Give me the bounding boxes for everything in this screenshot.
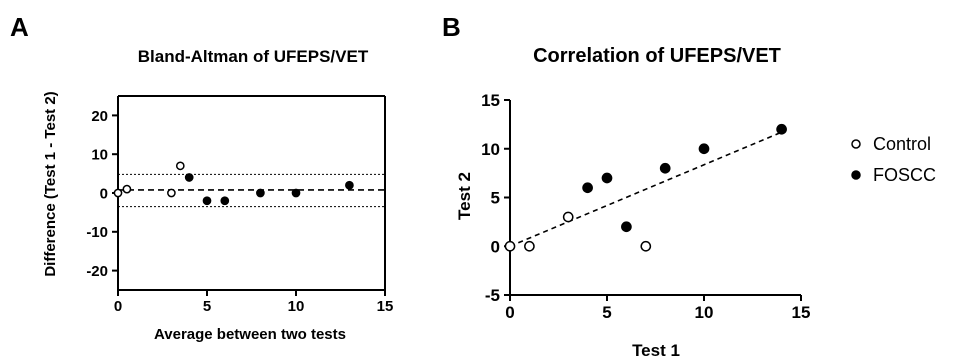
legend: Control FOSCC bbox=[851, 134, 936, 185]
chart-a-y-tick-label: 20 bbox=[91, 108, 108, 125]
chart-a-x-tick-label: 10 bbox=[288, 298, 305, 315]
chart-a-foscc-point bbox=[202, 196, 212, 206]
chart-b-foscc-point bbox=[621, 221, 632, 233]
chart-a-y-tick-label: -20 bbox=[86, 263, 108, 280]
legend-marker-control bbox=[851, 139, 861, 149]
panel-label-a: A bbox=[10, 12, 29, 42]
chart-b-foscc-point bbox=[659, 162, 671, 174]
chart-a-xlabel: Average between two tests bbox=[154, 326, 346, 343]
legend-label-control: Control bbox=[873, 134, 931, 154]
chart-a-title: Bland-Altman of UFEPS/VET bbox=[138, 47, 369, 66]
chart-a-foscc-point bbox=[291, 188, 301, 198]
chart-b-foscc-point bbox=[776, 123, 787, 135]
chart-b-x-tick-label: 0 bbox=[505, 303, 514, 322]
chart-b-control-point bbox=[504, 240, 516, 252]
chart-b-y-tick-label: 0 bbox=[491, 237, 500, 256]
chart-b-control-point bbox=[524, 240, 535, 252]
chart-b-y-tick-label: 10 bbox=[481, 140, 500, 159]
chart-a-foscc-point bbox=[345, 180, 354, 190]
correlation-chart: Correlation of UFEPS/VET Test 1 Test 2 0… bbox=[455, 45, 936, 358]
chart-a-control-point bbox=[175, 161, 185, 171]
legend-label-foscc: FOSCC bbox=[873, 165, 936, 185]
legend-marker-foscc bbox=[851, 170, 861, 180]
chart-a-control-point bbox=[113, 188, 123, 198]
chart-a-foscc-point bbox=[184, 173, 194, 182]
bland-altman-chart: Bland-Altman of UFEPS/VET Average betwee… bbox=[42, 47, 393, 343]
chart-b-foscc-point bbox=[698, 143, 710, 155]
chart-a-foscc-point bbox=[220, 196, 230, 206]
chart-b-x-tick-label: 5 bbox=[602, 303, 611, 322]
chart-b-foscc-point bbox=[582, 182, 593, 194]
chart-b-y-tick-label: 5 bbox=[491, 189, 500, 208]
panel-label-b: B bbox=[442, 12, 461, 42]
chart-b-ylabel: Test 2 bbox=[455, 172, 474, 220]
chart-b-y-tick-label: -5 bbox=[485, 286, 500, 305]
chart-b-control-point bbox=[562, 211, 574, 223]
chart-a-foscc-point bbox=[256, 188, 265, 198]
chart-b-x-tick-label: 15 bbox=[792, 303, 811, 322]
chart-a-control-point bbox=[167, 188, 176, 198]
chart-a-control-point bbox=[122, 184, 132, 194]
chart-b-title: Correlation of UFEPS/VET bbox=[533, 45, 781, 67]
chart-a-y-tick-label: 10 bbox=[91, 147, 108, 164]
chart-b-x-tick-label: 10 bbox=[695, 303, 714, 322]
chart-b-xlabel: Test 1 bbox=[632, 341, 680, 358]
chart-b-regression-line bbox=[509, 131, 782, 247]
chart-a-ylabel: Difference (Test 1 - Test 2) bbox=[42, 91, 59, 276]
chart-a-x-tick-label: 15 bbox=[377, 298, 394, 315]
chart-a-x-tick-label: 5 bbox=[203, 298, 211, 315]
chart-b-control-point bbox=[640, 240, 652, 252]
chart-a-y-tick-label: -10 bbox=[86, 224, 108, 241]
chart-a-y-tick-label: 0 bbox=[100, 185, 108, 202]
chart-b-foscc-point bbox=[601, 172, 613, 184]
chart-b-y-tick-label: 15 bbox=[481, 91, 500, 110]
chart-a-x-tick-label: 0 bbox=[114, 298, 122, 315]
